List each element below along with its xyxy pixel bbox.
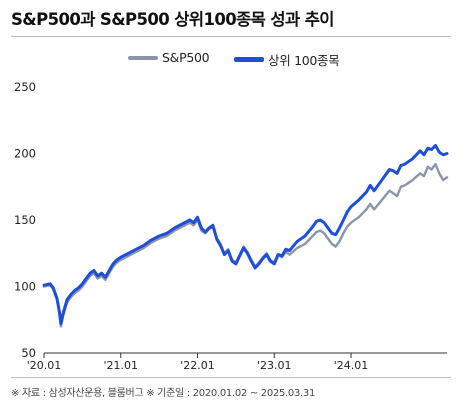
y-tick-label: 250 [14, 80, 36, 94]
title-divider [11, 36, 451, 37]
y-tick-labels: 50 100 150 200 250 [14, 80, 36, 360]
x-tick-labels: '20.01 '21.01 '22.01 '23.01 '24.01 [27, 359, 369, 372]
chart-title: S&P500과 S&P500 상위100종목 성과 추이 [11, 10, 334, 29]
chart-legend: S&P500 상위 100종목 [0, 50, 462, 68]
y-tick-label: 200 [14, 147, 36, 161]
x-tick-label: '23.01 [257, 359, 292, 372]
axes-group [43, 352, 447, 358]
x-tick-label: '24.01 [334, 359, 369, 372]
legend-label-top100: 상위 100종목 [268, 53, 340, 68]
x-tick-label: '21.01 [104, 359, 139, 372]
x-tick-label: '20.01 [27, 359, 62, 372]
series-line-top100 [42, 144, 449, 326]
x-tick-label: '22.01 [180, 359, 215, 372]
y-tick-label: 100 [14, 280, 36, 294]
legend-swatch-sp500 [128, 55, 158, 60]
legend-item-sp500: S&P500 [128, 50, 210, 65]
series-line-sp500 [42, 162, 449, 328]
legend-item-top100: 상위 100종목 [234, 50, 340, 69]
footer-divider [11, 377, 451, 378]
y-tick-label: 50 [21, 346, 36, 360]
legend-swatch-top100 [234, 57, 264, 62]
y-tick-label: 150 [14, 213, 36, 227]
legend-label-sp500: S&P500 [162, 50, 210, 65]
series-lines [42, 144, 449, 328]
source-note: ※ 자료 : 삼성자산운용, 블룸버그 ※ 기준일 : 2020.01.02 ~… [11, 388, 316, 399]
